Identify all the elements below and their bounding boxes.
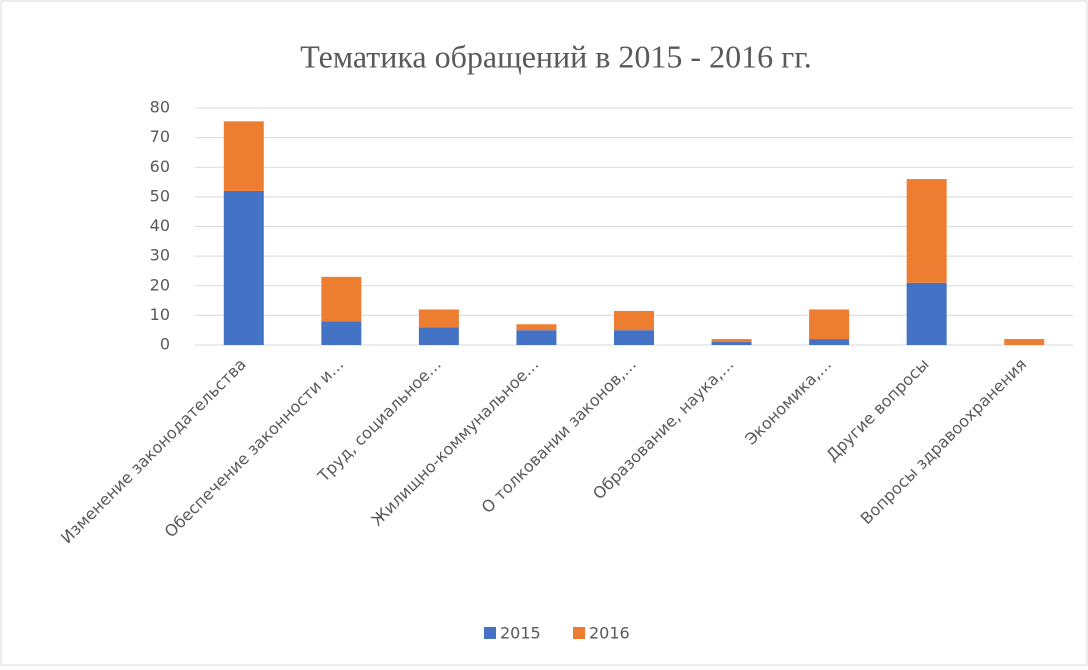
bar-segment bbox=[614, 330, 654, 345]
bar-segment bbox=[418, 309, 459, 328]
bar-segment bbox=[321, 321, 362, 345]
bar-segment bbox=[906, 282, 947, 345]
bar-segment bbox=[223, 190, 264, 345]
y-tick-label: 70 bbox=[150, 127, 170, 146]
chart-title: Тематика обращений в 2015 - 2016 гг. bbox=[300, 38, 811, 74]
legend-label: 2016 bbox=[589, 624, 630, 643]
bar-segment bbox=[809, 339, 850, 345]
bar-segment bbox=[809, 309, 850, 340]
bar-segment bbox=[321, 276, 362, 322]
y-tick-label: 0 bbox=[160, 335, 170, 354]
bar-segment bbox=[418, 327, 459, 345]
y-tick-label: 50 bbox=[150, 186, 170, 205]
legend-swatch bbox=[573, 627, 585, 639]
legend-label: 2015 bbox=[500, 624, 541, 643]
bar-segment bbox=[711, 339, 752, 343]
y-tick-label: 80 bbox=[150, 98, 170, 117]
legend-swatch bbox=[484, 627, 496, 639]
bar-segment bbox=[906, 179, 947, 283]
bar-segment bbox=[1004, 339, 1045, 345]
bar-segment bbox=[516, 324, 557, 331]
bar-segment bbox=[614, 310, 654, 331]
y-tick-label: 30 bbox=[150, 246, 170, 265]
y-tick-label: 20 bbox=[150, 275, 170, 294]
bar-segment bbox=[223, 121, 264, 191]
y-tick-label: 60 bbox=[150, 157, 170, 176]
y-tick-label: 10 bbox=[150, 305, 170, 324]
bar-segment bbox=[711, 342, 752, 345]
y-tick-label: 40 bbox=[150, 216, 170, 235]
bar-segment bbox=[516, 330, 557, 345]
